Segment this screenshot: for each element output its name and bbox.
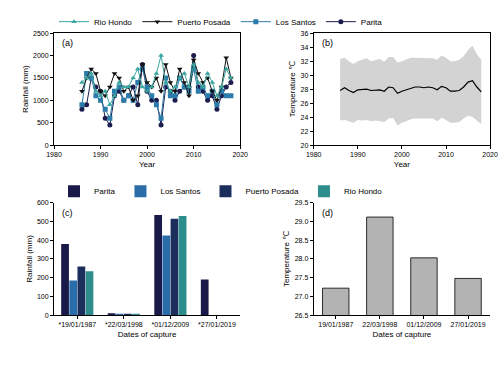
svg-text:Temperature ℃: Temperature ℃	[282, 231, 291, 287]
svg-text:2500: 2500	[33, 30, 49, 37]
svg-text:26.5: 26.5	[295, 312, 309, 319]
svg-text:(d): (d)	[322, 208, 333, 218]
svg-text:27.0: 27.0	[295, 293, 309, 300]
svg-text:22: 22	[301, 128, 309, 135]
svg-text:Rio Hondo: Rio Hondo	[94, 18, 132, 27]
svg-text:Temperature ℃: Temperature ℃	[288, 61, 297, 117]
svg-text:2000: 2000	[33, 52, 49, 59]
svg-text:1500: 1500	[33, 74, 49, 81]
svg-text:27.5: 27.5	[295, 274, 309, 281]
svg-text:500: 500	[37, 119, 49, 126]
svg-text:0: 0	[45, 312, 49, 319]
svg-text:1990: 1990	[350, 151, 366, 158]
svg-text:Year: Year	[394, 160, 411, 169]
svg-text:*19/01/1987: *19/01/1987	[58, 321, 96, 328]
svg-text:2010: 2010	[438, 151, 454, 158]
svg-text:28.0: 28.0	[295, 255, 309, 262]
svg-text:20: 20	[301, 142, 309, 149]
svg-text:Rainfall (mm): Rainfall (mm)	[21, 65, 30, 113]
svg-text:(c): (c)	[62, 208, 73, 218]
svg-text:1980: 1980	[46, 151, 62, 158]
svg-text:2000: 2000	[394, 151, 410, 158]
svg-text:19/01/1987: 19/01/1987	[318, 321, 353, 328]
svg-text:Los Santos: Los Santos	[276, 18, 316, 27]
svg-text:300: 300	[37, 255, 49, 262]
svg-text:24: 24	[301, 114, 309, 121]
svg-text:Parita: Parita	[94, 187, 115, 196]
svg-text:32: 32	[301, 58, 309, 65]
svg-text:(a): (a)	[62, 38, 73, 48]
svg-text:01/12/2009: 01/12/2009	[406, 321, 441, 328]
svg-text:29.5: 29.5	[295, 199, 309, 206]
svg-text:100: 100	[37, 293, 49, 300]
svg-text:27/01/2019: 27/01/2019	[451, 321, 486, 328]
svg-text:29.0: 29.0	[295, 218, 309, 225]
svg-text:26: 26	[301, 100, 309, 107]
svg-text:Dates of capture: Dates of capture	[118, 330, 177, 339]
svg-text:22/03/1998: 22/03/1998	[362, 321, 397, 328]
svg-text:28: 28	[301, 86, 309, 93]
svg-text:Rio Hondo: Rio Hondo	[344, 187, 382, 196]
svg-text:500: 500	[37, 218, 49, 225]
svg-text:1990: 1990	[93, 151, 109, 158]
svg-text:36: 36	[301, 30, 309, 37]
svg-text:2020: 2020	[232, 151, 248, 158]
svg-text:400: 400	[37, 237, 49, 244]
svg-text:(b): (b)	[322, 38, 333, 48]
svg-text:Dates of capture: Dates of capture	[373, 330, 432, 339]
svg-text:Parita: Parita	[361, 18, 382, 27]
svg-text:2010: 2010	[186, 151, 202, 158]
svg-text:Rainfall (mm): Rainfall (mm)	[25, 235, 34, 283]
svg-text:34: 34	[301, 44, 309, 51]
svg-text:*01/12/2009: *01/12/2009	[151, 321, 189, 328]
svg-text:Puerto Posada: Puerto Posada	[245, 187, 298, 196]
svg-text:2000: 2000	[139, 151, 155, 158]
svg-text:Puerto Posada: Puerto Posada	[177, 18, 230, 27]
svg-text:1000: 1000	[33, 97, 49, 104]
svg-text:1980: 1980	[306, 151, 322, 158]
svg-text:2020: 2020	[482, 151, 498, 158]
svg-text:30: 30	[301, 72, 309, 79]
svg-text:*27/01/2019: *27/01/2019	[198, 321, 236, 328]
svg-text:200: 200	[37, 274, 49, 281]
svg-text:600: 600	[37, 199, 49, 206]
svg-text:*22/03/1998: *22/03/1998	[105, 321, 143, 328]
svg-text:Los Santos: Los Santos	[160, 187, 200, 196]
svg-text:28.5: 28.5	[295, 237, 309, 244]
svg-text:0: 0	[45, 142, 49, 149]
svg-text:Year: Year	[139, 160, 156, 169]
